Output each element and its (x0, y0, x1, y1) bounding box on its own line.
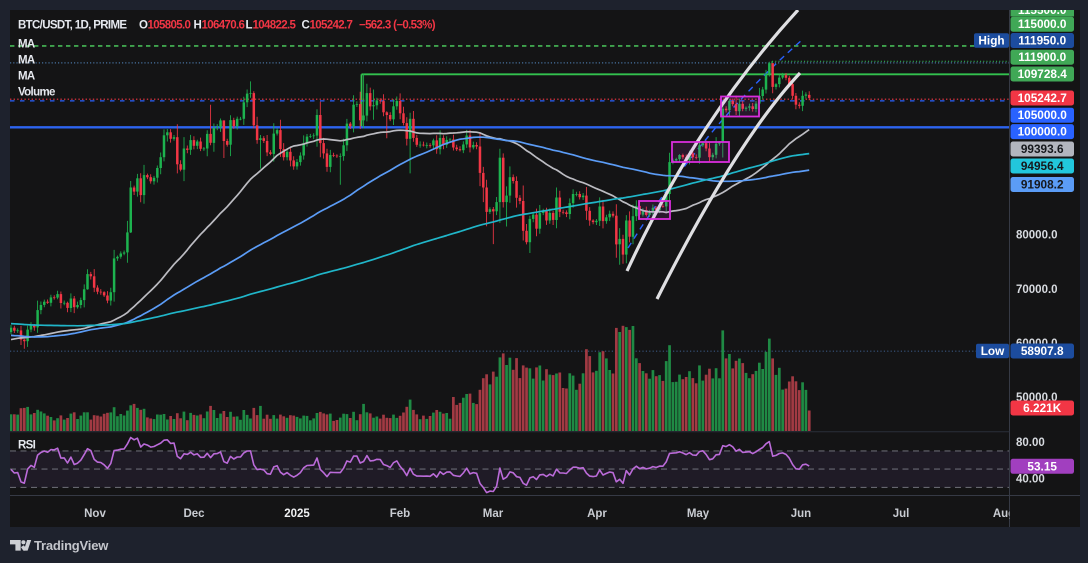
svg-text:111950.0: 111950.0 (1018, 34, 1066, 48)
svg-text:6.221K: 6.221K (1023, 401, 1062, 415)
svg-text:C: C (302, 20, 310, 32)
svg-text:104822.5: 104822.5 (253, 20, 297, 32)
svg-text:105242.7: 105242.7 (1018, 91, 1068, 105)
svg-text:Jul: Jul (893, 508, 910, 520)
svg-text:MA: MA (18, 39, 35, 51)
svg-text:BTC/USDT, 1D, PRIME: BTC/USDT, 1D, PRIME (18, 20, 127, 32)
svg-text:53.15: 53.15 (1027, 459, 1057, 473)
svg-text:111900.0: 111900.0 (1018, 50, 1066, 64)
svg-text:Apr: Apr (587, 508, 607, 520)
svg-text:80.00: 80.00 (1016, 437, 1045, 449)
svg-text:Jun: Jun (791, 508, 811, 520)
svg-text:TradingView: TradingView (34, 538, 109, 553)
svg-text:O: O (139, 20, 148, 32)
svg-text:L: L (246, 20, 253, 32)
svg-text:105805.0: 105805.0 (148, 20, 191, 32)
svg-text:2025: 2025 (284, 508, 310, 520)
svg-text:MA: MA (18, 71, 35, 83)
svg-text:99393.6: 99393.6 (1021, 142, 1064, 156)
svg-text:115500.0: 115500.0 (1018, 3, 1067, 17)
svg-text:115000.0: 115000.0 (1018, 17, 1067, 31)
svg-text:Aug: Aug (993, 508, 1015, 520)
svg-text:105242.7: 105242.7 (310, 20, 353, 32)
svg-text:70000.0: 70000.0 (1016, 284, 1058, 296)
svg-text:109728.4: 109728.4 (1018, 67, 1068, 81)
svg-text:100000.0: 100000.0 (1018, 125, 1068, 139)
svg-text:MA: MA (18, 55, 35, 67)
svg-text:Nov: Nov (84, 508, 106, 520)
svg-text:94956.4: 94956.4 (1021, 159, 1064, 173)
svg-text:58907.8: 58907.8 (1021, 344, 1064, 358)
svg-text:Volume: Volume (18, 87, 55, 99)
svg-text:−562.3 (−0.53%): −562.3 (−0.53%) (359, 20, 436, 32)
svg-text:Mar: Mar (483, 508, 504, 520)
svg-text:High: High (978, 34, 1004, 48)
svg-text:RSI: RSI (18, 440, 36, 452)
svg-text:Low: Low (981, 344, 1005, 358)
svg-text:105000.0: 105000.0 (1018, 108, 1068, 122)
svg-text:40.00: 40.00 (1016, 473, 1045, 485)
svg-text:106470.6: 106470.6 (202, 20, 245, 32)
svg-text:H: H (194, 20, 202, 32)
svg-text:Dec: Dec (183, 508, 205, 520)
svg-text:80000.0: 80000.0 (1016, 230, 1058, 242)
svg-text:May: May (687, 508, 710, 520)
svg-text:Feb: Feb (390, 508, 410, 520)
svg-text:91908.2: 91908.2 (1021, 178, 1064, 192)
